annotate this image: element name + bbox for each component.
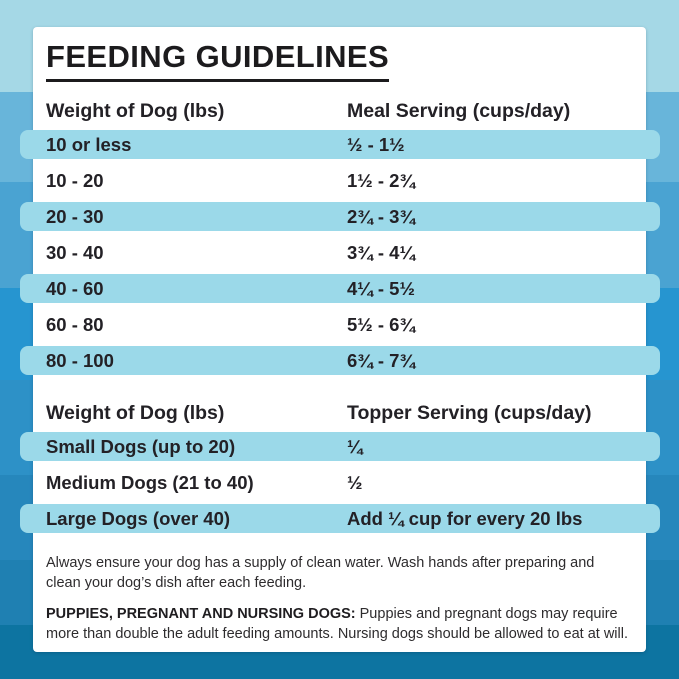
weight-cell: 40 - 60 xyxy=(46,277,104,299)
title-underline-block: FEEDING GUIDELINES xyxy=(46,39,390,82)
serving-cell: 4¼ - 5½ xyxy=(347,277,415,299)
meal-weight-column-header: Weight of Dog (lbs) xyxy=(46,99,225,122)
table-row: 40 - 60 4¼ - 5½ xyxy=(20,274,660,303)
topper-table-header: Weight of Dog (lbs) Topper Serving (cups… xyxy=(46,401,633,425)
puppies-note: PUPPIES, PREGNANT AND NURSING DOGS: Puppi… xyxy=(46,605,633,644)
table-row: 10 or less ½ - 1½ xyxy=(20,130,660,159)
weight-cell: 20 - 30 xyxy=(46,205,104,227)
serving-cell: 3¾ - 4¼ xyxy=(347,241,415,263)
table-row: 60 - 80 5½ - 6¾ xyxy=(20,310,660,339)
weight-cell: 10 - 20 xyxy=(46,169,104,191)
topper-weight-column-header: Weight of Dog (lbs) xyxy=(46,401,225,424)
weight-cell: Large Dogs (over 40) xyxy=(46,507,231,529)
meal-serving-column-header: Meal Serving (cups/day) xyxy=(347,99,571,122)
topper-serving-column-header: Topper Serving (cups/day) xyxy=(347,401,592,424)
weight-cell: Small Dogs (up to 20) xyxy=(46,435,236,457)
page-title: FEEDING GUIDELINES xyxy=(46,39,390,74)
weight-cell: 80 - 100 xyxy=(46,349,114,371)
table-row: 80 - 100 6¾ - 7¾ xyxy=(20,346,660,375)
serving-cell: ¼ xyxy=(347,435,363,457)
serving-cell: 1½ - 2¾ xyxy=(347,169,415,191)
feeding-guidelines-panel: FEEDING GUIDELINES Weight of Dog (lbs) M… xyxy=(20,27,660,652)
topper-table-body: Small Dogs (up to 20) ¼ Medium Dogs (21 to… xyxy=(20,432,660,533)
table-row: 30 - 40 3¾ - 4¼ xyxy=(20,238,660,267)
serving-cell: ½ - 1½ xyxy=(347,133,405,155)
weight-cell: 10 or less xyxy=(46,133,132,155)
table-row: Medium Dogs (21 to 40) ½ xyxy=(20,468,660,497)
serving-cell: 6¾ - 7¾ xyxy=(347,349,415,371)
puppies-note-text: Puppies and pregnant dogs may require mo… xyxy=(46,606,628,642)
serving-cell: Add ¼ cup for every 20 lbs xyxy=(347,507,583,529)
clean-water-note: Always ensure your dog has a supply of c… xyxy=(46,555,595,591)
weight-cell: 60 - 80 xyxy=(46,313,104,335)
meal-table-header: Weight of Dog (lbs) Meal Serving (cups/d… xyxy=(46,99,633,123)
table-row: 20 - 30 2¾ - 3¾ xyxy=(20,202,660,231)
weight-cell: 30 - 40 xyxy=(46,241,104,263)
puppies-note-label: PUPPIES, PREGNANT AND NURSING DOGS: xyxy=(46,606,356,623)
table-row: Small Dogs (up to 20) ¼ xyxy=(20,432,660,461)
serving-cell: ½ xyxy=(347,471,363,493)
meal-table-body: 10 or less ½ - 1½ 10 - 20 1½ - 2¾ 20 - 30 2¾ … xyxy=(20,130,660,375)
table-row: Large Dogs (over 40) Add ¼ cup for every … xyxy=(20,504,660,533)
serving-cell: 2¾ - 3¾ xyxy=(347,205,415,227)
weight-cell: Medium Dogs (21 to 40) xyxy=(46,471,254,493)
table-row: 10 - 20 1½ - 2¾ xyxy=(20,166,660,195)
serving-cell: 5½ - 6¾ xyxy=(347,313,415,335)
